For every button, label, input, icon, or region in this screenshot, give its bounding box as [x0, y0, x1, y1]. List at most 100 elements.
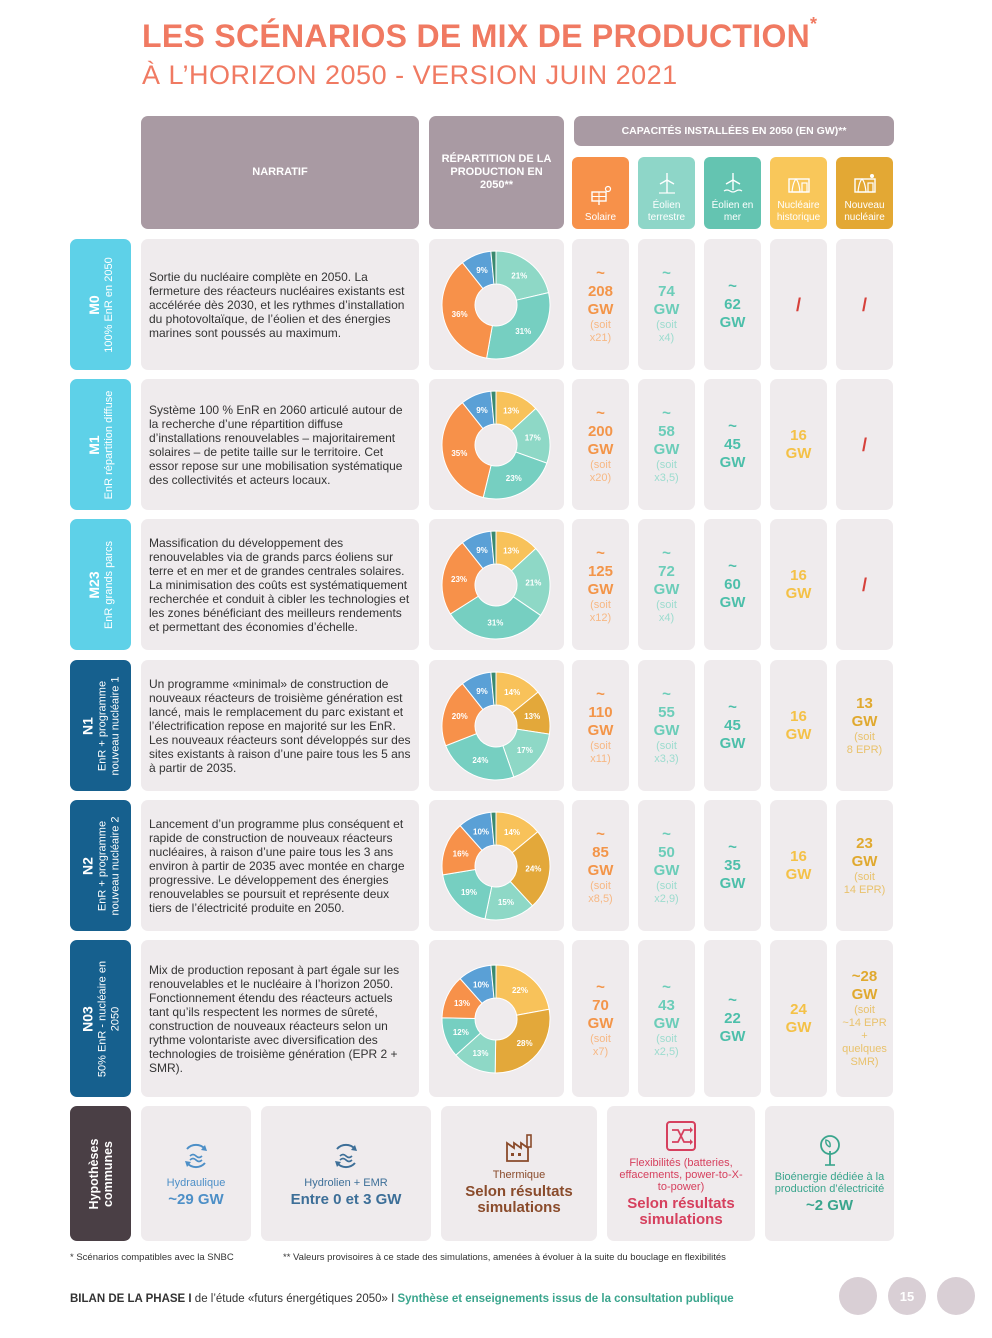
scenario-label-text: M23 EnR grands parcs [86, 529, 116, 640]
donut-slice-label: 13% [454, 999, 470, 1008]
donut-slice-label: 24% [472, 756, 488, 765]
tech-nouveau-nucleaire: Nouveau nucléaire [836, 157, 893, 229]
decor-circle-left [839, 1277, 877, 1315]
nuclear-plant-icon [787, 172, 811, 194]
donut-slice [495, 963, 550, 1016]
capacity-none: / [795, 294, 801, 315]
capacity-cell: / [836, 239, 893, 370]
capacity-cell: ~ 125 GW (soit x12) [572, 519, 629, 650]
donut-slice-label: 13% [503, 546, 519, 555]
narrative-text: Mix de production reposant à part égale … [149, 962, 400, 1075]
capacity-multiplier: (soit x2,5) [654, 1032, 679, 1058]
capacity-cell: 24 GW [770, 940, 827, 1097]
capacity-value: ~ 74 GW [653, 264, 680, 318]
capacity-value: ~ 45 GW [719, 698, 746, 752]
capacity-cell: ~ 45 GW [704, 379, 761, 510]
footer-bold: BILAN DE LA PHASE I [70, 1293, 192, 1305]
scenario-label-n1: N1 EnR + programme nouveau nucléaire 1 [70, 660, 131, 791]
capacity-value: 16 GW [785, 566, 812, 602]
capacity-cell: ~ 208 GW (soit x21) [572, 239, 629, 370]
capacity-none: / [861, 294, 867, 315]
header-narratif: NARRATIF [141, 116, 419, 229]
capacity-cell: 16 GW [770, 379, 827, 510]
donut-slice-label: 10% [473, 980, 489, 989]
footnote-provisoire: ** Valeurs provisoires à ce stade des si… [283, 1252, 726, 1263]
narrative-text: Système 100 % EnR en 2060 articulé autou… [149, 402, 403, 487]
donut-slice-label: 24% [525, 864, 541, 873]
scenario-narrative: Massification du développement des renou… [141, 519, 419, 650]
tech-label: Nouveau nucléaire [844, 200, 885, 223]
capacity-cell: ~ 62 GW [704, 239, 761, 370]
donut-slice-label: 28% [517, 1039, 533, 1048]
scenario-code: M1 [85, 434, 102, 455]
donut-slice-label: 14% [504, 828, 520, 837]
tech-label: Nucléaire historique [776, 200, 821, 223]
capacity-value: 16 GW [785, 847, 812, 883]
capacity-value: ~ 85 GW [587, 825, 614, 879]
donut-slice-label: 15% [498, 898, 514, 907]
hypothesis-value: ~29 GW [168, 1191, 224, 1208]
hypotheses-label-text: Hypothèses communes [86, 1138, 115, 1209]
capacity-value: ~ 22 GW [719, 991, 746, 1045]
narrative-text: Massification du développement des renou… [149, 535, 410, 634]
capacity-value: ~ 70 GW [587, 978, 614, 1032]
capacity-cell: 16 GW [770, 800, 827, 931]
scenario-label-text: N03 50% EnR - nucléaire en 2050 [79, 950, 122, 1087]
hypothesis-flexibilites: Flexibilités (batteries, effacements, po… [607, 1106, 755, 1241]
wind-turbine-icon [655, 172, 679, 194]
capacity-multiplier: (soit x12) [589, 598, 612, 624]
capacity-value: ~ 208 GW [587, 264, 614, 318]
capacity-multiplier: (soit ~14 EPR + quelques SMR) [842, 1004, 887, 1068]
capacity-cell: 13 GW (soit 8 EPR) [836, 660, 893, 791]
donut-slice [490, 529, 497, 565]
capacity-cell: 16 GW [770, 660, 827, 791]
capacity-multiplier: (soit x21) [589, 318, 612, 344]
capacity-cell: ~ 85 GW (soit x8,5) [572, 800, 629, 931]
donut-slice-label: 36% [452, 310, 468, 319]
hypothesis-hydraulique: Hydraulique ~29 GW [141, 1106, 251, 1241]
scenario-code: N03 [79, 1005, 95, 1032]
scenario-code: M23 [85, 570, 102, 599]
production-donut-chart: 14% 24% 15% 19% 16% 10% [429, 800, 564, 931]
capacity-cell: ~ 45 GW [704, 660, 761, 791]
donut-slice [445, 732, 515, 780]
tech-label: Solaire [584, 212, 617, 223]
capacity-cell: ~ 43 GW (soit x2,5) [638, 940, 695, 1097]
capacity-value: ~ 45 GW [719, 417, 746, 471]
capacity-multiplier: (soit x11) [590, 739, 611, 765]
donut-slice-label: 35% [451, 449, 467, 458]
capacity-multiplier: (soit x7) [590, 1032, 611, 1058]
donut-slice-label: 23% [506, 474, 522, 483]
capacity-value: 16 GW [785, 707, 812, 743]
donut-slice-label: 23% [451, 574, 467, 583]
page-title: LES SCÉNARIOS DE MIX DE PRODUCTION* [142, 14, 818, 54]
capacity-cell: ~ 55 GW (soit x3,3) [638, 660, 695, 791]
donut-slice [449, 595, 542, 639]
scenario-code: N1 [79, 716, 95, 735]
capacity-value: ~ 62 GW [719, 277, 746, 331]
footnote-snbc: * Scénarios compatibles avec la SNBC [70, 1252, 234, 1263]
bioenergy-icon [813, 1133, 847, 1167]
scenario-label-text: M0 100% EnR en 2050 [86, 249, 116, 360]
header-capacites: CAPACITÉS INSTALLÉES EN 2050 (EN GW)** [574, 116, 894, 146]
capacity-multiplier: (soit x4) [656, 318, 677, 344]
donut-slice-label: 31% [487, 618, 503, 627]
scenario-narrative: Système 100 % EnR en 2060 articulé autou… [141, 379, 419, 510]
tech-label: Éolien en mer [711, 200, 754, 223]
capacity-value: 13 GW [851, 694, 878, 730]
scenario-label-m23: M23 EnR grands parcs [70, 519, 131, 650]
capacity-cell: ~ 110 GW (soit x11) [572, 660, 629, 791]
scenario-label-text: N1 EnR + programme nouveau nucléaire 1 [79, 670, 122, 781]
capacity-cell: ~ 70 GW (soit x7) [572, 940, 629, 1097]
hypothesis-name: Hydrolien + EMR [304, 1177, 388, 1189]
hypothesis-value: Entre 0 et 3 GW [290, 1191, 402, 1208]
hypothesis-name: Flexibilités (batteries, effacements, po… [619, 1157, 743, 1193]
scenario-label-n03: N03 50% EnR - nucléaire en 2050 [70, 940, 131, 1097]
capacity-multiplier: (soit x2,9) [654, 879, 679, 905]
capacity-value: ~ 60 GW [719, 557, 746, 611]
scenario-subtitle: EnR grands parcs [102, 540, 115, 629]
capacity-value: ~ 35 GW [719, 838, 746, 892]
narrative-text: Lancement d’un programme plus conséquent… [149, 816, 405, 915]
donut-slice [490, 963, 497, 999]
scenario-narrative: Lancement d’un programme plus conséquent… [141, 800, 419, 931]
